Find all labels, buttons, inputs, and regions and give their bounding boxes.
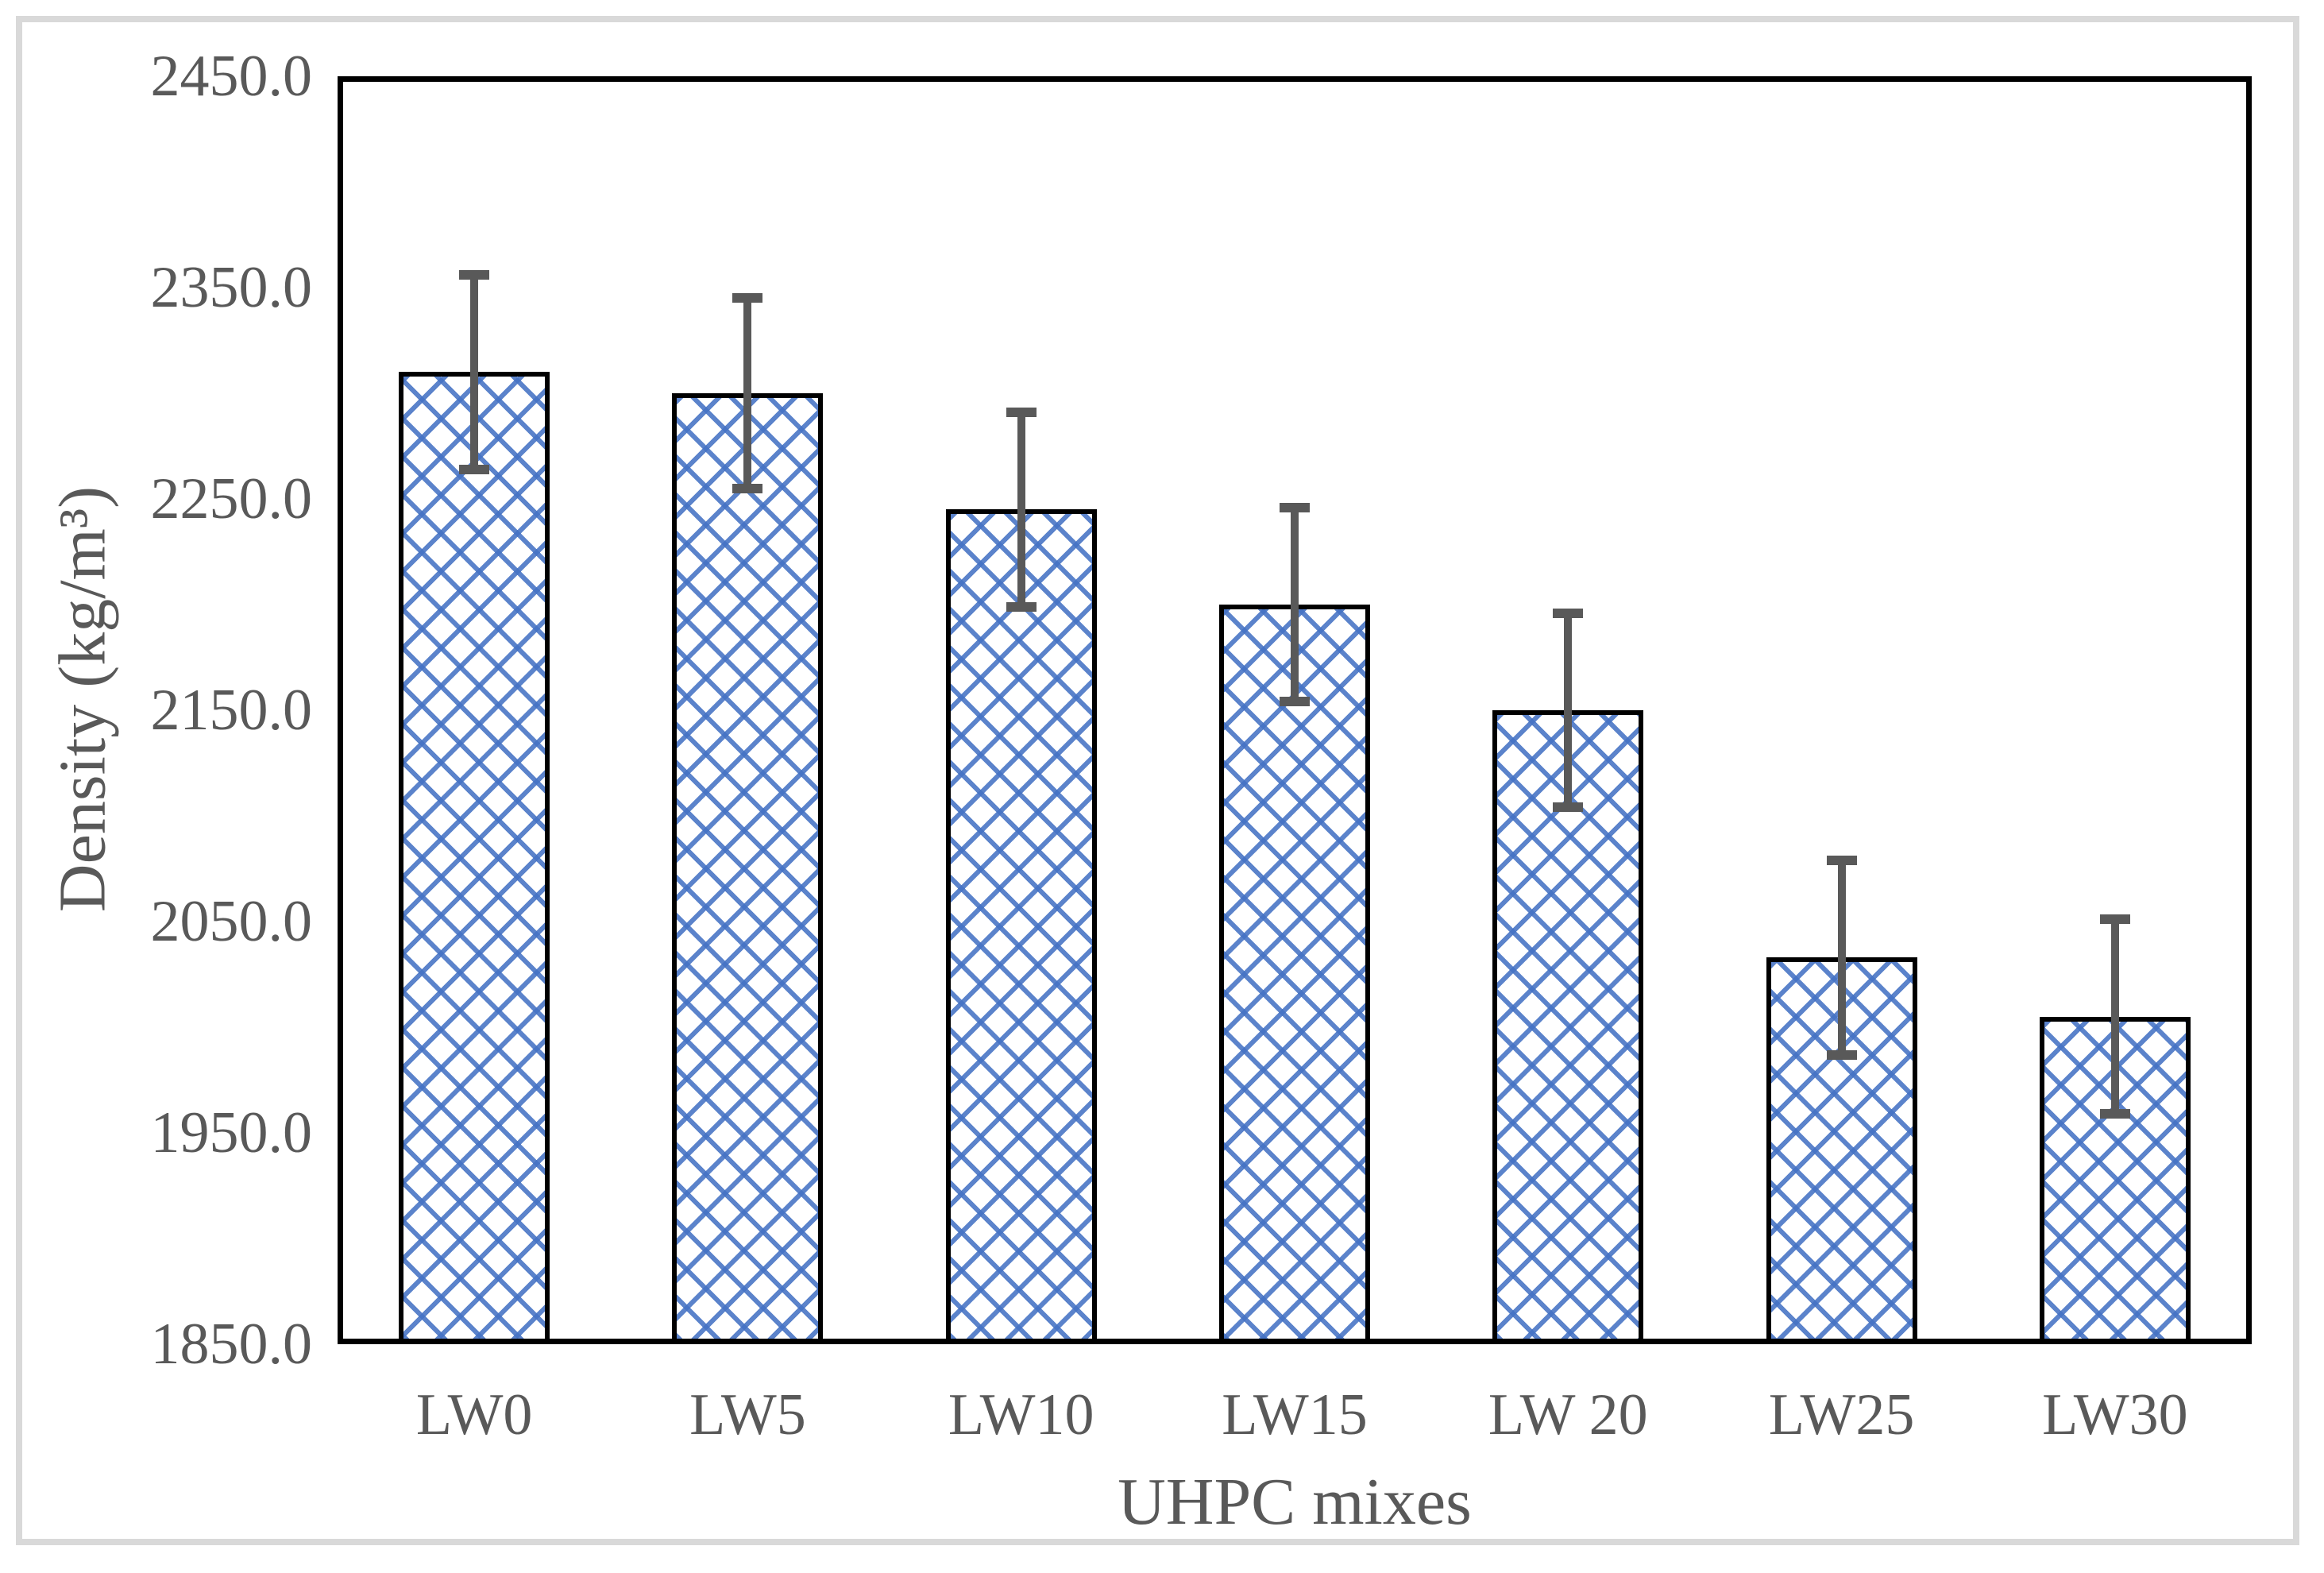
error-bar-cap-top: [1553, 608, 1584, 618]
x-tick-label: LW10: [948, 1382, 1094, 1447]
bar: [672, 393, 824, 1344]
error-bar: [1017, 412, 1025, 607]
error-bar-cap-bottom: [1553, 802, 1584, 813]
x-axis-title: UHPC mixes: [1118, 1465, 1472, 1539]
error-bar: [1837, 860, 1846, 1055]
bar: [2039, 1016, 2191, 1344]
error-bar: [470, 275, 479, 470]
error-bar-cap-bottom: [1280, 697, 1310, 707]
error-bar: [743, 298, 752, 489]
error-bar-cap-top: [1826, 855, 1857, 865]
y-axis-title: Density (kg/m³): [45, 485, 120, 913]
y-tick-label: 2150.0: [150, 678, 313, 743]
y-tick-label: 1850.0: [150, 1312, 313, 1377]
error-bar-cap-top: [459, 270, 490, 280]
bar: [945, 509, 1097, 1344]
x-tick-label: LW15: [1222, 1382, 1368, 1447]
x-tick-label: LW25: [1768, 1382, 1915, 1447]
error-bar-cap-bottom: [732, 483, 763, 493]
x-tick-label: LW30: [2042, 1382, 2188, 1447]
y-tick-label: 2350.0: [150, 255, 313, 320]
x-tick-label: LW0: [415, 1382, 533, 1447]
bar: [399, 372, 550, 1344]
error-bar: [1564, 613, 1573, 808]
x-tick-label: LW5: [689, 1382, 806, 1447]
plot-area: [338, 76, 2252, 1344]
error-bar-cap-top: [732, 293, 763, 303]
error-bar-cap-top: [2099, 914, 2130, 925]
error-bar-cap-bottom: [1826, 1049, 1857, 1060]
y-tick-label: 2450.0: [150, 44, 313, 109]
y-tick-label: 2250.0: [150, 466, 313, 531]
bar: [1492, 710, 1644, 1344]
x-axis-ticks: LW0 LW5 LW10 LW15 LW 20 LW25 LW30: [338, 1379, 2252, 1451]
error-bar: [1291, 507, 1299, 702]
y-axis-ticks: 2450.0 2350.0 2250.0 2150.0 2050.0 1950.0 1850…: [0, 44, 313, 1377]
bar: [1219, 605, 1370, 1344]
y-tick-label: 1950.0: [150, 1100, 313, 1165]
plot-border: [338, 76, 2252, 1344]
error-bar-cap-bottom: [1006, 601, 1037, 612]
y-tick-label: 2050.0: [150, 889, 313, 954]
figure-border: [16, 16, 2299, 1545]
error-bar-cap-top: [1280, 502, 1310, 512]
error-bar: [2110, 919, 2119, 1115]
error-bar-cap-bottom: [2099, 1109, 2130, 1119]
error-bar-cap-top: [1006, 407, 1037, 417]
x-tick-label: LW 20: [1488, 1382, 1648, 1447]
error-bar-cap-bottom: [459, 464, 490, 474]
